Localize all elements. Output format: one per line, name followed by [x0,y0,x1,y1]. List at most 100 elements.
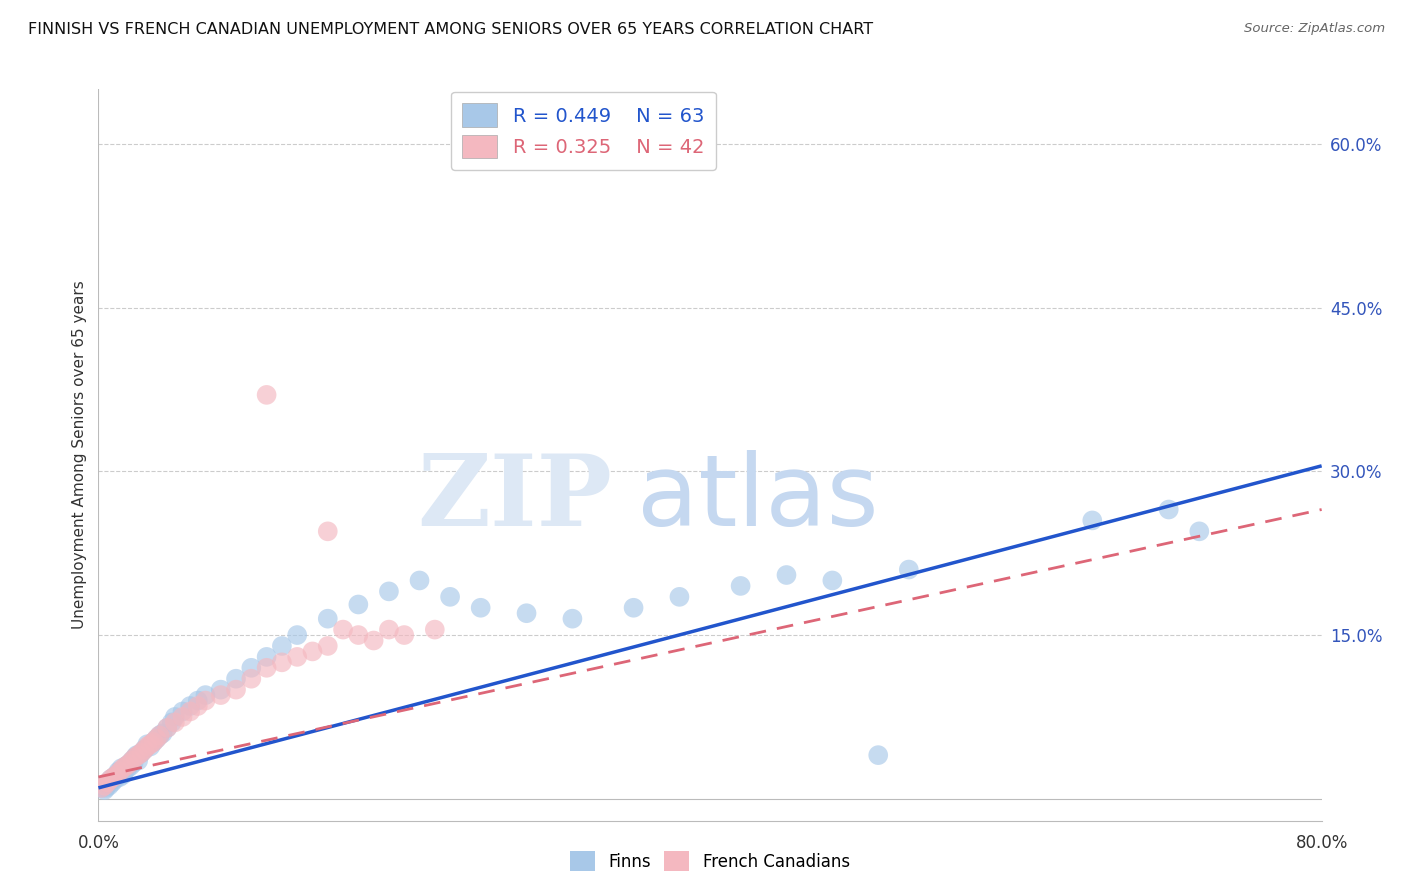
Point [129,746,152,760]
Point [156,721,179,735]
Point [129,746,152,760]
Point [90,780,112,795]
Point [90,780,112,795]
Point [187,698,209,713]
Point [139,737,162,751]
Point [179,705,201,719]
Point [256,661,278,675]
Y-axis label: Unemployment Among Seniors over 65 years: Unemployment Among Seniors over 65 years [72,281,87,629]
Point [111,761,134,775]
Point [730,579,752,593]
Text: Source: ZipAtlas.com: Source: ZipAtlas.com [1244,22,1385,36]
Point [256,649,278,664]
Point [127,748,149,763]
Point [124,750,146,764]
Point [97,775,120,789]
Point [115,759,138,773]
Point [142,735,165,749]
Point [105,768,128,782]
Point [172,705,194,719]
Point [93,779,115,793]
Point [378,584,401,599]
Point [470,600,492,615]
Legend: Finns, French Canadians: Finns, French Canadians [564,845,856,878]
Point [775,568,797,582]
Point [156,721,179,735]
Point [225,672,247,686]
Point [112,764,135,779]
Point [392,628,416,642]
Point [142,735,165,749]
Point [332,623,354,637]
Point [194,688,217,702]
Point [122,756,145,770]
Point [209,688,232,702]
Point [111,768,134,782]
Point [285,628,308,642]
Point [187,693,209,707]
Text: ZIP: ZIP [418,450,612,548]
Point [93,783,115,797]
Point [623,600,645,615]
Point [423,623,446,637]
Point [285,649,308,664]
Point [1157,502,1180,516]
Point [101,775,124,789]
Point [125,748,148,763]
Point [179,698,201,713]
Point [107,764,129,779]
Point [103,770,125,784]
Point [145,731,167,746]
Point [378,623,401,637]
Point [270,639,292,653]
Point [316,524,339,539]
Point [301,644,323,658]
Point [209,682,232,697]
Point [136,737,159,751]
Point [108,770,131,784]
Point [98,779,121,793]
Point [94,780,117,795]
Point [821,574,844,588]
Point [121,754,143,768]
Point [668,590,690,604]
Point [439,590,461,604]
Point [240,661,263,675]
Point [160,715,183,730]
Point [163,710,186,724]
Point [1188,524,1211,539]
Point [134,742,156,756]
Text: atlas: atlas [637,450,879,548]
Point [1081,513,1104,527]
Point [127,754,149,768]
Point [121,754,143,768]
Point [120,759,142,773]
Text: FINNISH VS FRENCH CANADIAN UNEMPLOYMENT AMONG SENIORS OVER 65 YEARS CORRELATION : FINNISH VS FRENCH CANADIAN UNEMPLOYMENT … [28,22,873,37]
Point [100,772,122,786]
Point [104,772,127,786]
Point [118,756,141,771]
Point [145,731,167,746]
Point [347,598,370,612]
Point [316,612,339,626]
Point [149,729,172,743]
Point [117,761,139,775]
Point [408,574,430,588]
Point [516,606,538,620]
Point [363,633,385,648]
Point [136,739,159,754]
Point [152,726,174,740]
Point [118,756,141,771]
Point [347,628,370,642]
Point [172,710,194,724]
Point [103,770,125,784]
Point [897,563,920,577]
Point [100,772,122,786]
Point [561,612,583,626]
Point [149,729,172,743]
Point [256,388,278,402]
Point [163,715,186,730]
Point [105,768,128,782]
Point [124,750,146,764]
Point [115,759,138,773]
